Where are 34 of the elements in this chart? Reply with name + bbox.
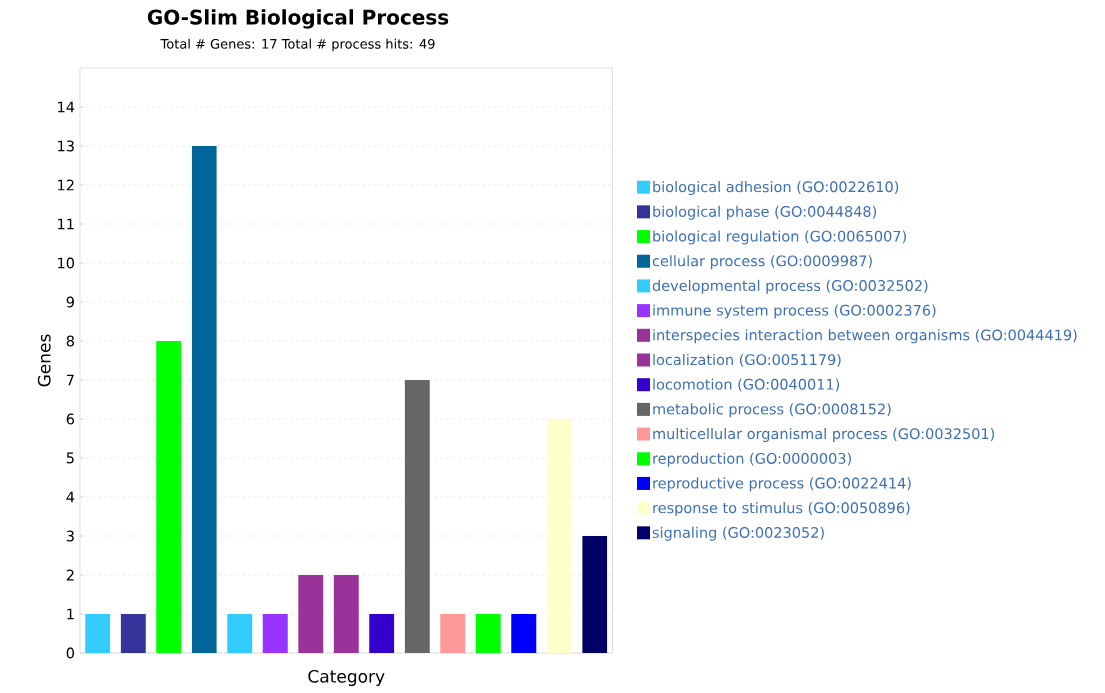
y-tick-label: 14: [58, 101, 75, 113]
y-tick-label: 2: [66, 569, 74, 581]
y-tick-label: 10: [58, 257, 74, 269]
y-tick-label: 0: [66, 647, 75, 659]
chart-subtitle: Total # Genes: 17 Total # process hits: 49: [160, 38, 435, 52]
chart-title: GO-Slim Biological Process: [147, 9, 449, 29]
legend-label: multicellular organismal process (GO:0032501): [653, 427, 995, 442]
legend-label: cellular process (GO:0009987): [652, 255, 872, 270]
legend-label: biological regulation (GO:0065007): [653, 230, 906, 245]
y-tick-label: 13: [58, 140, 74, 152]
legend-label: biological phase (GO:0044848): [653, 205, 877, 220]
y-tick-label: 6: [66, 413, 75, 425]
y-tick-label: 4: [66, 491, 75, 503]
legend-label: metabolic process (GO:0008152): [653, 403, 891, 418]
y-tick-label: 9: [66, 296, 74, 308]
y-tick-label: 11: [58, 218, 74, 230]
x-axis-title: Category: [308, 669, 385, 687]
legend-label: developmental process (GO:0032502): [652, 279, 928, 294]
legend-label: reproductive process (GO:0022414): [653, 477, 911, 492]
y-tick-label: 1: [67, 608, 74, 620]
legend-label: biological adhesion (GO:0022610): [653, 181, 899, 196]
legend-label: immune system process (GO:0002376): [653, 304, 936, 319]
y-tick-label: 12: [58, 179, 74, 191]
y-tick-label: 7: [66, 374, 74, 386]
legend-label: reproduction (GO:0000003): [653, 452, 851, 467]
y-tick-label: 5: [66, 452, 74, 464]
y-tick-label: 8: [66, 335, 74, 347]
y-tick-label: 3: [66, 530, 74, 542]
legend-label: localization (GO:0051179): [653, 353, 841, 367]
legend-label: interspecies interaction between organisms (GO:0044419): [653, 329, 1077, 344]
y-axis-title: Genes: [37, 334, 51, 387]
legend-label: locomotion (GO:0040011): [653, 378, 840, 392]
legend-label: response to stimulus (GO:0050896): [653, 502, 910, 517]
legend-label: signaling (GO:0023052): [652, 526, 824, 541]
